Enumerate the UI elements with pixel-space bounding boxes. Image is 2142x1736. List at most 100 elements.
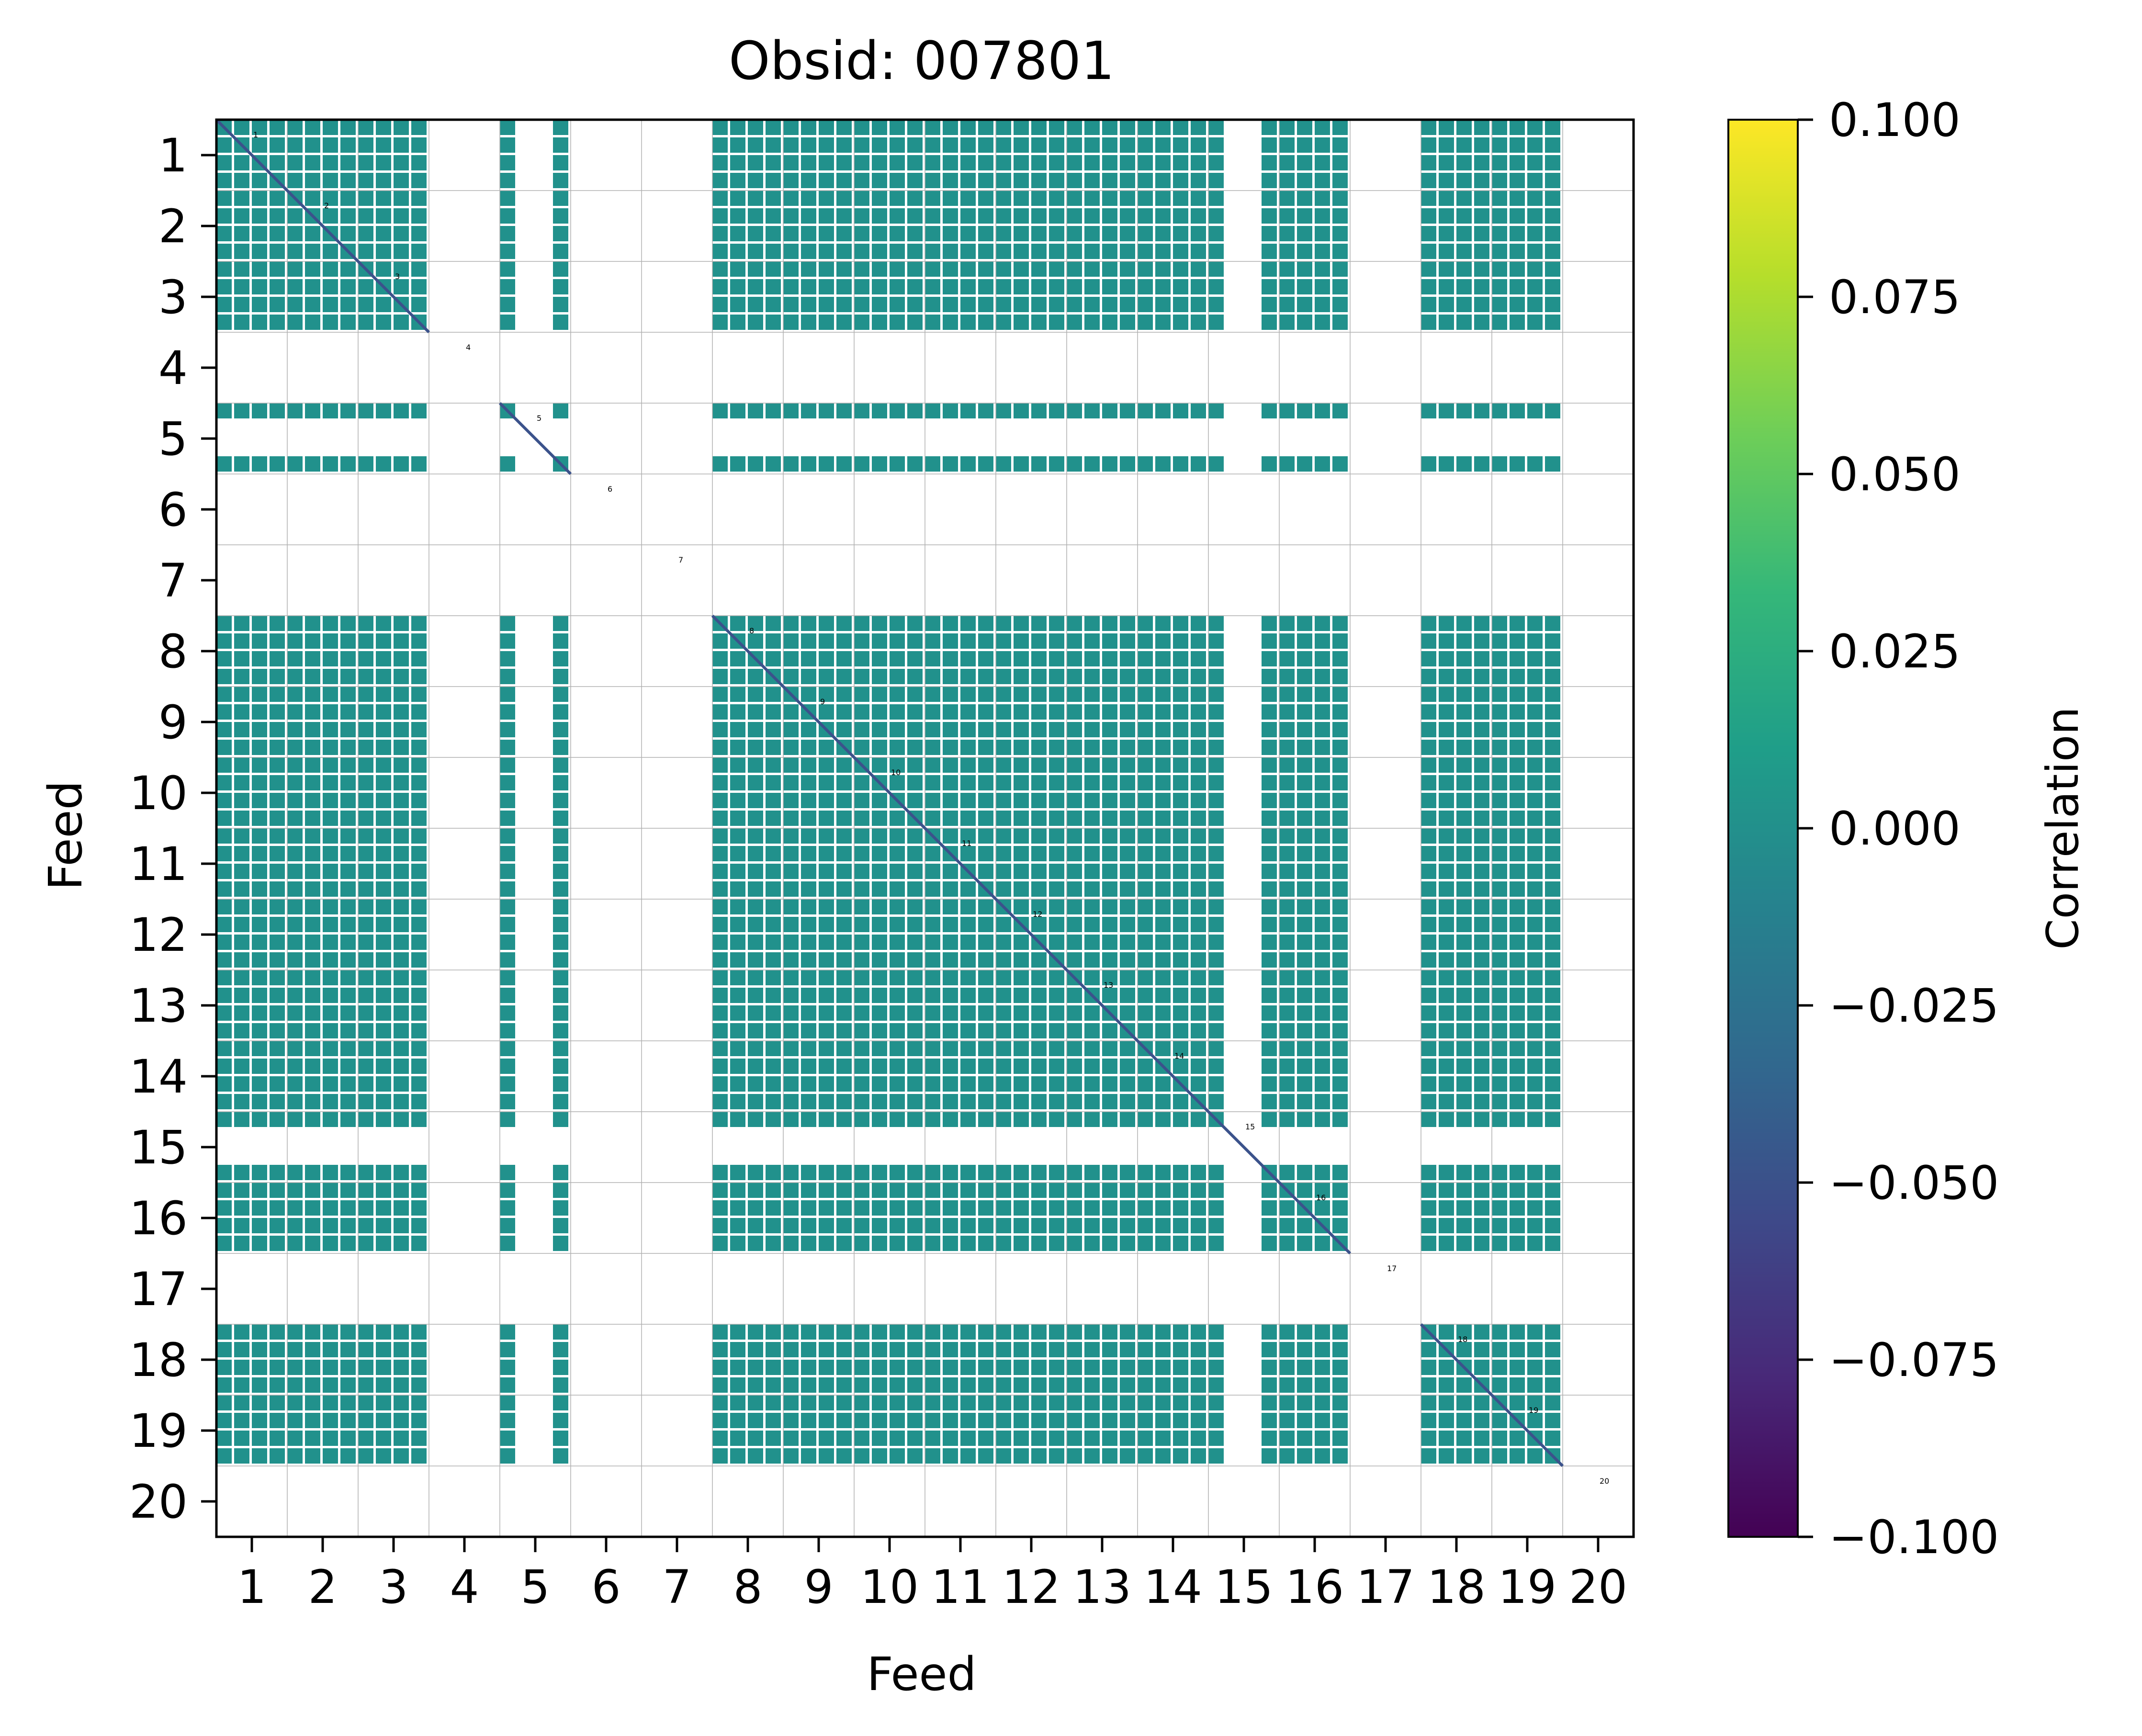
x-tick-label: 20 [1569,1560,1627,1614]
y-tick-label: 19 [129,1404,188,1458]
heatmap-cell [1421,899,1489,968]
heatmap-cell [500,120,568,188]
heatmap-cell [500,1324,568,1393]
x-tick-label: 13 [1073,1560,1131,1614]
heatmap-cell [996,403,1064,472]
heatmap-cell [500,970,568,1038]
colorbar-tick-label: 0.100 [1829,93,1961,147]
heatmap-cell [1492,1041,1560,1109]
diagonal-feed-label: 20 [1600,1477,1609,1486]
heatmap-cell [1492,616,1560,684]
heatmap-cell [1208,1324,1277,1393]
y-tick-label: 14 [129,1050,188,1104]
colorbar-tick-label: 0.075 [1829,271,1961,324]
heatmap-cell [1208,828,1277,897]
heatmap-cell [500,191,568,259]
diagonal-feed-label: 2 [324,201,329,210]
heatmap-cell [712,687,781,755]
heatmap-cell [1492,899,1560,968]
heatmap-cell [712,757,781,826]
heatmap-cell [1138,899,1206,968]
heatmap-cell [783,261,852,330]
y-tick-label: 20 [129,1475,188,1529]
heatmap-cell [216,616,285,684]
y-tick-label: 4 [158,341,188,395]
heatmap-cell [1067,828,1135,897]
heatmap-cell [1421,616,1489,684]
heatmap-cell [500,616,568,684]
heatmap-cell [854,616,923,684]
heatmap-cell [287,403,356,472]
diagonal-feed-label: 1 [253,130,258,139]
diagonal-feed-label: 15 [1245,1122,1255,1131]
heatmap-cell [287,828,356,897]
heatmap-cell [1138,970,1206,1038]
heatmap-cell [216,120,285,188]
heatmap-cell [712,1112,781,1180]
heatmap-cell [216,403,285,472]
diagonal-feed-label: 10 [891,768,901,777]
heatmap-cell [1421,828,1489,897]
diagonal-feed-label: 3 [395,272,400,281]
diagonal-segment [782,685,856,759]
heatmap-cell [1421,1112,1489,1180]
heatmap-cell [1279,1395,1348,1464]
diagonal-feed-label: 13 [1104,981,1113,990]
heatmap-cell [1492,1112,1560,1180]
heatmap-cell [1492,1324,1560,1393]
heatmap-cell [1421,1183,1489,1251]
heatmap-cell [925,616,993,684]
heatmap-cell [216,1324,285,1393]
heatmap-cell [1421,970,1489,1038]
heatmap-cell [1279,120,1348,188]
y-tick-label: 15 [129,1121,188,1174]
heatmap-cell [996,1041,1064,1109]
heatmap-cell [1279,1041,1348,1109]
heatmap-cell [216,828,285,897]
heatmap-cell [287,970,356,1038]
heatmap-cell [712,403,781,472]
diagonal-feed-label: 17 [1387,1264,1397,1273]
heatmap-cell [712,261,781,330]
heatmap-cell [500,1041,568,1109]
heatmap-cell [1279,616,1348,684]
heatmap-cell [996,120,1064,188]
x-axis-label: Feed [867,1647,976,1701]
diagonal-feed-label: 9 [820,697,825,706]
heatmap-cell [1138,1183,1206,1251]
heatmap-cell [854,687,923,755]
y-tick-label: 17 [129,1263,188,1316]
heatmap-cell [1492,403,1560,472]
heatmap-cell [1067,757,1135,826]
heatmap-cell [287,120,356,188]
diagonal-feed-label: 6 [608,485,612,494]
heatmap-cell [500,828,568,897]
heatmap-cell [925,191,993,259]
heatmap-cell [500,1183,568,1251]
heatmap-cell [783,757,852,826]
heatmap-cell [216,757,285,826]
heatmap-cell [854,191,923,259]
heatmap-cell [216,1395,285,1464]
diagonal-segment [286,189,360,263]
heatmap-cell [996,687,1064,755]
heatmap-cell [1067,687,1135,755]
heatmap-cell [287,1324,356,1393]
heatmap-cell [216,970,285,1038]
heatmap-cell [1067,1041,1135,1109]
heatmap-cell [1208,1395,1277,1464]
heatmap-cell [287,1183,356,1251]
diagonal-feed-label: 16 [1316,1193,1326,1202]
heatmap-cell [1138,1324,1206,1393]
heatmap-cell [1279,1112,1348,1180]
heatmap-cell [1067,191,1135,259]
heatmap-cell [287,1395,356,1464]
heatmap-cell [1208,120,1277,188]
heatmap-cell [925,757,993,826]
heatmap-cell [1279,1324,1348,1393]
heatmap-cell [1067,899,1135,968]
x-tick-label: 18 [1427,1560,1486,1614]
diagonal-segment [994,898,1068,971]
heatmap-cell [712,1395,781,1464]
